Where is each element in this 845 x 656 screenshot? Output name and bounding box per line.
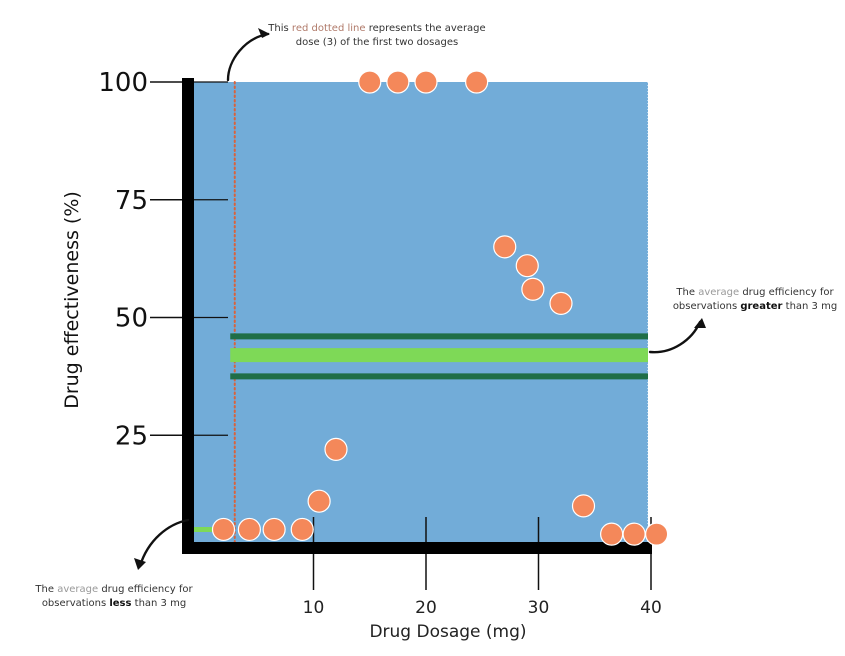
data-point-4 <box>307 489 331 513</box>
annotation-top-highlight: red dotted line <box>291 23 366 34</box>
annotation-bottom-highlight: average <box>57 584 99 595</box>
data-point-11 <box>515 254 539 278</box>
annotation-top-prefix: This <box>268 23 292 34</box>
data-point-14 <box>571 494 596 518</box>
data-point-5 <box>324 437 348 461</box>
data-point-10 <box>493 235 517 259</box>
data-point-12 <box>521 277 545 301</box>
annotation-top-suffix: represents the average <box>365 23 486 34</box>
data-point-0 <box>211 517 236 542</box>
annotation-top-line2: dose (3) of the first two dosages <box>295 37 459 48</box>
annotation-bottom-line2-bold: less <box>109 598 132 609</box>
annotation-right-line2-prefix: observations <box>672 301 741 312</box>
annotation-bottom: The average drug efficiency for observat… <box>24 583 204 611</box>
y-tick-label-75: 75 <box>115 186 148 216</box>
x-axis-title: Drug Dosage (mg) <box>369 622 526 642</box>
x-tick-label-40: 40 <box>640 598 662 618</box>
y-axis-title: Drug effectiveness (%) <box>61 191 83 409</box>
data-point-1 <box>237 517 261 542</box>
y-tick-label-100: 100 <box>98 68 148 98</box>
arrow-bottom-head <box>134 558 146 570</box>
annotation-right-prefix: The <box>676 287 699 298</box>
annotation-right: The average drug efficiency for observat… <box>665 286 845 314</box>
data-point-17 <box>645 522 669 546</box>
data-point-9 <box>465 70 489 94</box>
y-tick-label-50: 50 <box>115 304 148 334</box>
data-point-7 <box>386 70 410 94</box>
annotation-right-suffix: drug efficiency for <box>739 287 834 298</box>
data-point-8 <box>414 70 438 94</box>
annotation-bottom-line2-prefix: observations <box>41 598 110 609</box>
annotation-right-line2-bold: greater <box>740 301 783 312</box>
annotation-right-highlight: average <box>698 287 740 298</box>
x-tick-label-30: 30 <box>528 598 550 618</box>
x-tick-label-20: 20 <box>415 598 437 618</box>
x-tick-label-10: 10 <box>303 598 325 618</box>
data-point-3 <box>290 517 314 542</box>
arrow-right-head <box>694 318 706 328</box>
data-point-6 <box>358 70 382 94</box>
y-tick-label-25: 25 <box>115 421 148 451</box>
data-point-16 <box>622 522 646 546</box>
data-point-2 <box>262 517 286 542</box>
annotation-right-line2-suffix: than 3 mg <box>782 301 838 312</box>
arrow-right <box>648 320 702 354</box>
annotation-bottom-line2-suffix: than 3 mg <box>131 598 187 609</box>
y-axis-line <box>182 78 194 554</box>
data-point-15 <box>600 522 624 546</box>
x-axis-line <box>182 542 652 554</box>
annotation-top: This red dotted line represents the aver… <box>262 22 492 50</box>
arrow-top-head <box>258 28 270 38</box>
data-point-13 <box>549 291 573 315</box>
plot-background <box>188 82 648 548</box>
arrow-bottom <box>138 518 190 568</box>
annotation-bottom-suffix: drug efficiency for <box>98 584 193 595</box>
annotation-bottom-prefix: The <box>35 584 58 595</box>
